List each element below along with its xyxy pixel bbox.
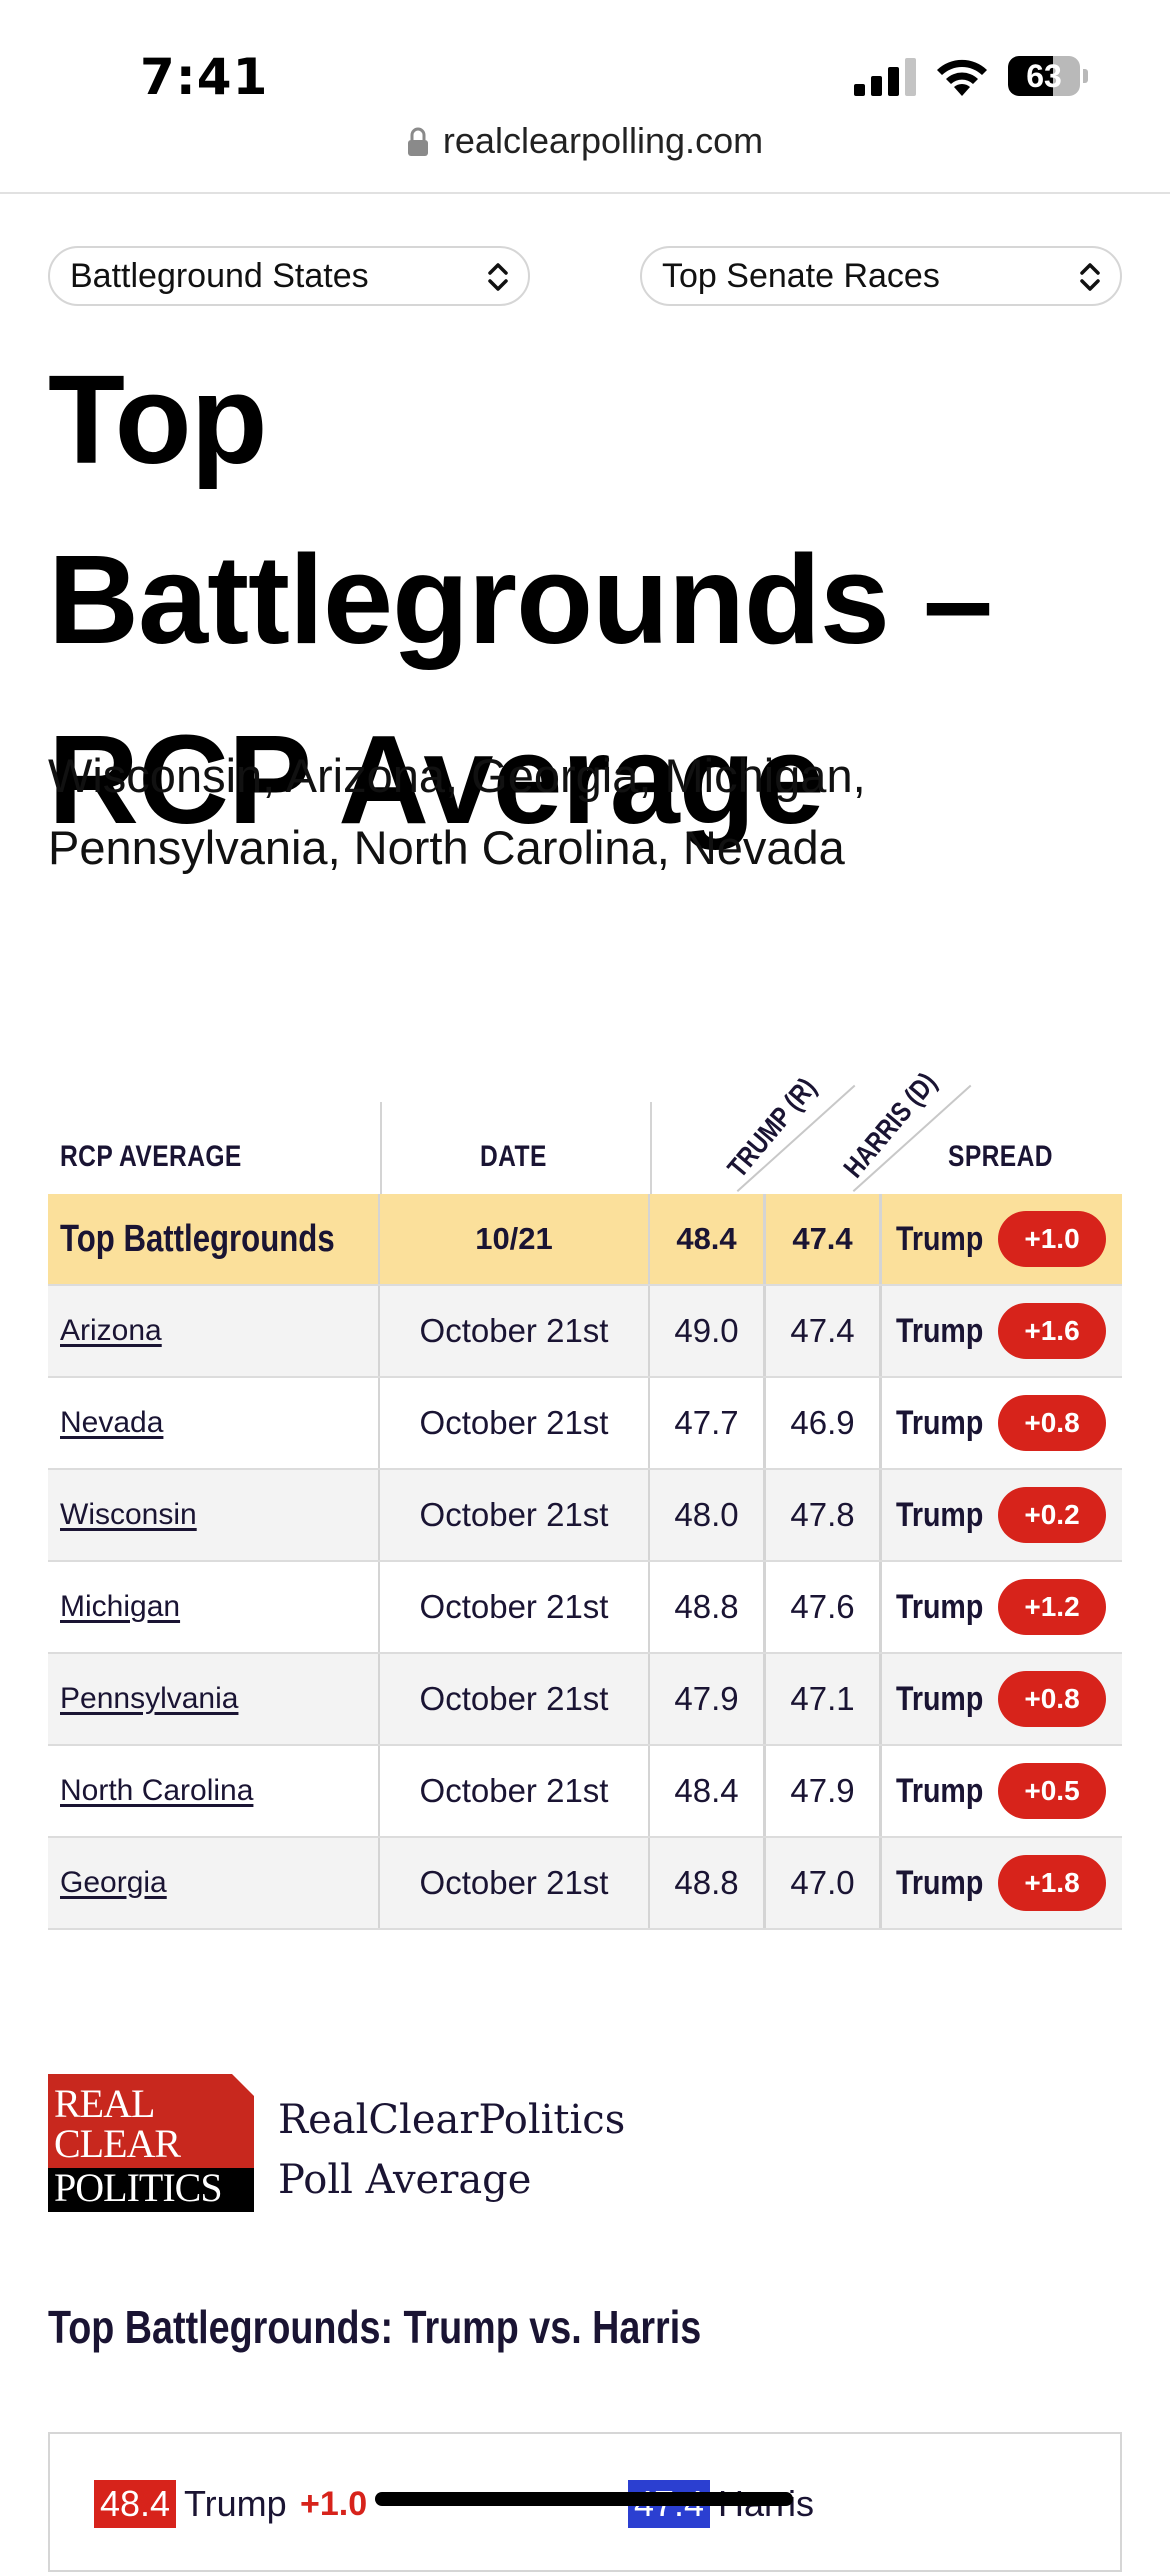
row-spread-leader: Trump bbox=[896, 1772, 984, 1810]
home-indicator[interactable] bbox=[375, 2492, 793, 2506]
trump-label: Trump bbox=[184, 2483, 287, 2524]
spread-badge: +0.2 bbox=[998, 1487, 1106, 1543]
row-spread-leader: Trump bbox=[896, 1312, 984, 1350]
poll-name-line2: Poll Average bbox=[278, 2157, 532, 2203]
poll-average-title: RealClearPolitics Poll Average bbox=[278, 2090, 625, 2210]
row-harris-value: 47.1 bbox=[766, 1654, 882, 1744]
header-date: DATE bbox=[480, 1140, 547, 1173]
logo-line-2: CLEAR bbox=[54, 2121, 181, 2166]
page-subtitle: Wisconsin, Arizona, Georgia, Michigan, P… bbox=[48, 749, 866, 874]
row-harris-value: 47.9 bbox=[766, 1746, 882, 1836]
row-name: Top Battlegrounds bbox=[60, 1218, 335, 1260]
header-rcp-average: RCP AVERAGE bbox=[60, 1140, 242, 1173]
row-harris-value: 47.0 bbox=[766, 1838, 882, 1928]
trump-value-badge: 48.4 bbox=[94, 2480, 177, 2528]
row-harris-value: 47.8 bbox=[766, 1470, 882, 1560]
select-value: Top Senate Races bbox=[662, 257, 940, 295]
battery-level-fill bbox=[1008, 56, 1054, 96]
spread-badge: +1.6 bbox=[998, 1303, 1106, 1359]
rcp-logo[interactable]: REAL CLEAR POLITICS bbox=[48, 2074, 254, 2212]
header-spread: SPREAD bbox=[948, 1140, 1053, 1173]
row-trump-value: 48.8 bbox=[650, 1562, 766, 1652]
table-header: RCP AVERAGE DATE TRUMP (R) HARRIS (D) SP… bbox=[48, 1067, 1122, 1194]
row-spread-leader: Trump bbox=[896, 1680, 984, 1718]
row-date: October 21st bbox=[380, 1654, 650, 1744]
row-date: 10/21 bbox=[380, 1194, 650, 1284]
poll-name-line1: RealClearPolitics bbox=[278, 2097, 626, 2143]
row-date: October 21st bbox=[380, 1286, 650, 1376]
row-spread-leader: Trump bbox=[896, 1864, 984, 1902]
row-spread-leader: Trump bbox=[896, 1220, 984, 1258]
row-trump-value: 48.4 bbox=[650, 1746, 766, 1836]
row-date: October 21st bbox=[380, 1746, 650, 1836]
state-link-georgia[interactable]: Georgia bbox=[60, 1866, 167, 1899]
state-link-michigan[interactable]: Michigan bbox=[60, 1590, 181, 1623]
trump-spread: +1.0 bbox=[300, 2485, 368, 2523]
spread-badge: +0.5 bbox=[998, 1763, 1106, 1819]
row-trump-value: 47.7 bbox=[650, 1378, 766, 1468]
state-link-arizona[interactable]: Arizona bbox=[60, 1314, 162, 1347]
status-time: 7:41 bbox=[140, 48, 269, 106]
row-spread-leader: Trump bbox=[896, 1588, 984, 1626]
table-row: North Carolina October 21st 48.4 47.9 Trump +… bbox=[48, 1746, 1122, 1838]
lock-icon bbox=[407, 127, 428, 156]
divider bbox=[0, 192, 1170, 194]
row-harris-value: 47.6 bbox=[766, 1562, 882, 1652]
wifi-icon bbox=[937, 59, 987, 96]
row-date: October 21st bbox=[380, 1470, 650, 1560]
row-trump-value: 48.4 bbox=[650, 1194, 766, 1284]
row-date: October 21st bbox=[380, 1562, 650, 1652]
state-link-nevada[interactable]: Nevada bbox=[60, 1406, 164, 1439]
table-row: Nevada October 21st 47.7 46.9 Trump +0.8 bbox=[48, 1378, 1122, 1470]
table-row: Wisconsin October 21st 48.0 47.8 Trump +0.2 bbox=[48, 1470, 1122, 1562]
table-row: Michigan October 21st 48.8 47.6 Trump +1.2 bbox=[48, 1562, 1122, 1654]
spread-badge: +0.8 bbox=[998, 1671, 1106, 1727]
row-trump-value: 47.9 bbox=[650, 1654, 766, 1744]
chevron-up-down-icon bbox=[488, 263, 508, 291]
row-trump-value: 48.8 bbox=[650, 1838, 766, 1928]
status-bar: 7:41 63 bbox=[0, 0, 1170, 120]
logo-line-3: POLITICS bbox=[54, 2165, 223, 2210]
row-date: October 21st bbox=[380, 1838, 650, 1928]
cellular-signal-icon bbox=[854, 58, 916, 96]
page-title: Top Battlegrounds – RCP Average bbox=[48, 349, 993, 850]
logo-line-1: REAL bbox=[54, 2081, 155, 2126]
url-text: realclearpolling.com bbox=[442, 120, 764, 161]
state-link-north-carolina[interactable]: North Carolina bbox=[60, 1774, 254, 1807]
battleground-states-select[interactable]: Battleground States bbox=[48, 246, 530, 306]
row-trump-value: 48.0 bbox=[650, 1470, 766, 1560]
row-spread-leader: Trump bbox=[896, 1404, 984, 1442]
top-senate-races-select[interactable]: Top Senate Races bbox=[640, 246, 1122, 306]
state-link-wisconsin[interactable]: Wisconsin bbox=[60, 1498, 197, 1531]
row-harris-value: 47.4 bbox=[766, 1286, 882, 1376]
table-row: Pennsylvania October 21st 47.9 47.1 Trump +0.… bbox=[48, 1654, 1122, 1746]
row-harris-value: 46.9 bbox=[766, 1378, 882, 1468]
address-bar[interactable]: realclearpolling.com bbox=[0, 120, 1170, 162]
state-link-pennsylvania[interactable]: Pennsylvania bbox=[60, 1682, 239, 1715]
spread-badge: +1.2 bbox=[998, 1579, 1106, 1635]
row-trump-value: 49.0 bbox=[650, 1286, 766, 1376]
select-value: Battleground States bbox=[70, 257, 369, 295]
chevron-up-down-icon bbox=[1080, 263, 1100, 291]
table-row-summary: Top Battlegrounds 10/21 48.4 47.4 Trump … bbox=[48, 1194, 1122, 1286]
battery-icon: 63 bbox=[1008, 56, 1088, 96]
battery-percent: 63 bbox=[1026, 58, 1062, 94]
section-title: Top Battlegrounds: Trump vs. Harris bbox=[48, 2301, 702, 2353]
row-spread-leader: Trump bbox=[896, 1496, 984, 1534]
row-harris-value: 47.4 bbox=[766, 1194, 882, 1284]
row-date: October 21st bbox=[380, 1378, 650, 1468]
table-row: Georgia October 21st 48.8 47.0 Trump +1.8 bbox=[48, 1838, 1122, 1930]
polling-table: RCP AVERAGE DATE TRUMP (R) HARRIS (D) SP… bbox=[48, 1067, 1122, 1930]
spread-badge: +0.8 bbox=[998, 1395, 1106, 1451]
table-row: Arizona October 21st 49.0 47.4 Trump +1.6 bbox=[48, 1286, 1122, 1378]
spread-badge: +1.0 bbox=[998, 1211, 1106, 1267]
spread-badge: +1.8 bbox=[998, 1855, 1106, 1911]
